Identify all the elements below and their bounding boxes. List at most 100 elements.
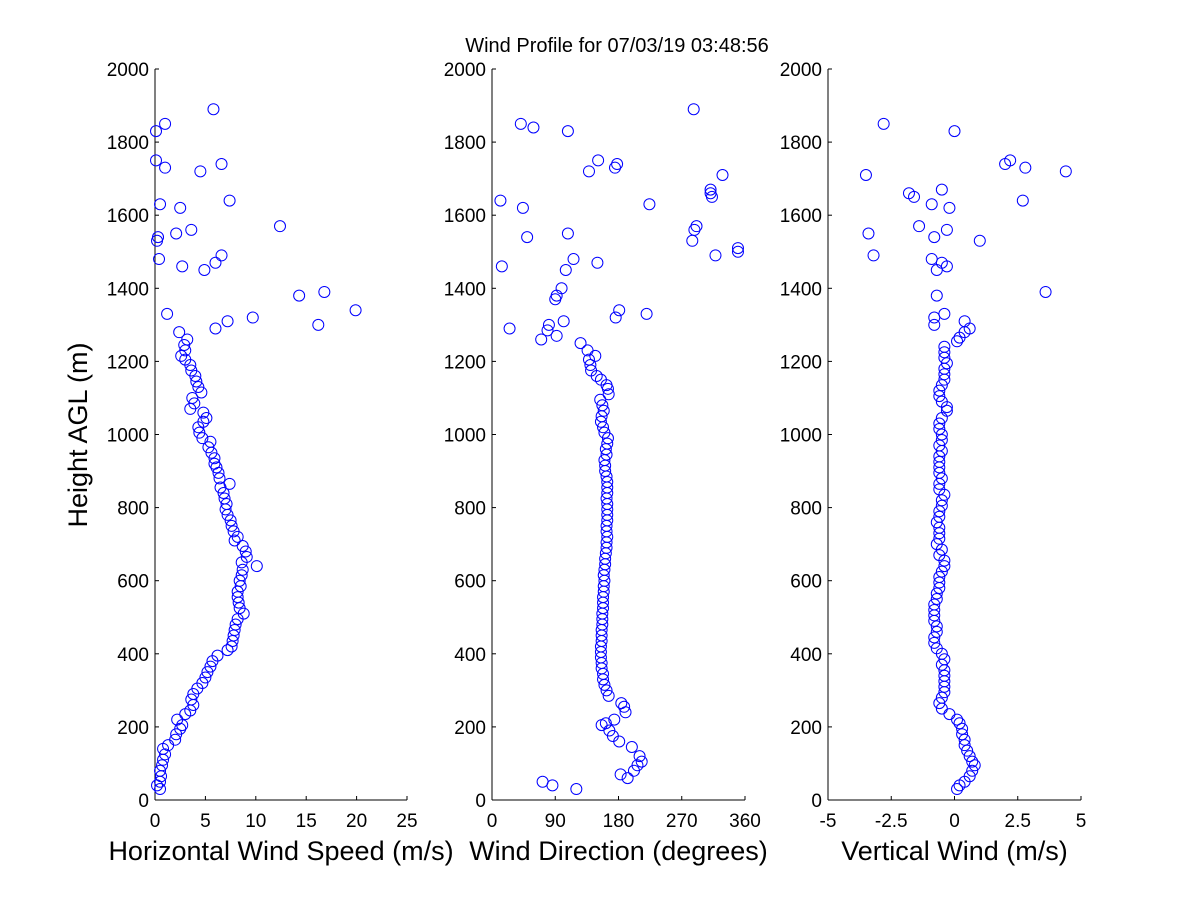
vertical-data-point	[966, 755, 979, 768]
vertical-x-tick-label: -5	[820, 811, 837, 832]
direction-data-point	[613, 304, 626, 317]
horizontal-data-point	[152, 231, 165, 244]
vertical-data-point	[928, 631, 941, 644]
horizontal-data-point	[349, 304, 362, 317]
direction-data-point	[516, 201, 529, 214]
vertical-data-point	[928, 231, 941, 244]
vertical-y-tick-label: 400	[790, 645, 822, 666]
horizontal-data-point	[154, 783, 167, 796]
vertical-data-point	[877, 117, 890, 130]
vertical-data-point	[943, 201, 956, 214]
horizontal-data-point	[217, 486, 230, 499]
vertical-data-point	[1019, 161, 1032, 174]
vertical-data-point	[933, 384, 946, 397]
direction-y-tick-label: 200	[454, 718, 486, 739]
vertical-data-point	[940, 404, 953, 417]
horizontal-y-tick-label: 800	[117, 499, 149, 520]
direction-data-point	[541, 324, 554, 337]
horizontal-data-point	[208, 457, 221, 470]
vertical-data-point	[938, 340, 951, 353]
vertical-x-tick-label: -2.5	[875, 811, 908, 832]
horizontal-x-tick-label: 0	[150, 811, 161, 832]
direction-y-tick-label: 800	[454, 499, 486, 520]
horizontal-y-tick-label: 1800	[107, 133, 149, 154]
vertical-y-tick-label: 600	[790, 572, 822, 593]
vertical-data-point	[938, 669, 951, 682]
vertical-data-point	[935, 494, 948, 507]
horizontal-data-point	[178, 338, 191, 351]
vertical-data-point	[930, 264, 943, 277]
direction-data-point	[521, 231, 534, 244]
direction-data-point	[594, 373, 607, 386]
direction-data-point	[582, 353, 595, 366]
direction-data-point	[602, 388, 615, 401]
horizontal-data-point	[221, 315, 234, 328]
direction-y-tick-label: 1800	[444, 133, 486, 154]
horizontal-data-point	[156, 759, 169, 772]
vertical-y-tick-label: 1400	[780, 279, 822, 300]
vertical-data-point	[951, 335, 964, 348]
horizontal-x-axis-label: Horizontal Wind Speed (m/s)	[108, 836, 453, 866]
horizontal-x-tick-label: 20	[346, 811, 367, 832]
direction-y-tick-label: 600	[454, 572, 486, 593]
direction-data-point	[716, 168, 729, 181]
direction-data-point	[503, 322, 516, 335]
direction-data-point	[633, 750, 646, 763]
horizontal-data-point	[150, 125, 163, 138]
horizontal-data-point	[207, 103, 220, 116]
vertical-data-point	[961, 744, 974, 757]
vertical-y-tick-label: 2000	[780, 60, 822, 81]
horizontal-data-point	[194, 165, 207, 178]
direction-data-point	[557, 315, 570, 328]
horizontal-data-point	[186, 391, 199, 404]
direction-data-point	[591, 256, 604, 269]
horizontal-data-point	[293, 289, 306, 302]
horizontal-data-point	[198, 264, 211, 277]
horizontal-y-tick-label: 1400	[107, 279, 149, 300]
vertical-data-point	[953, 717, 966, 730]
horizontal-data-point	[204, 660, 217, 673]
horizontal-data-point	[209, 322, 222, 335]
vertical-data-point	[933, 390, 946, 403]
vertical-data-point	[930, 587, 943, 600]
vertical-data-point	[935, 395, 948, 408]
vertical-data-point	[935, 433, 948, 446]
vertical-x-tick-label: 5	[1076, 811, 1087, 832]
vertical-data-point	[938, 346, 951, 359]
horizontal-y-tick-label: 400	[117, 645, 149, 666]
vertical-data-point	[958, 739, 971, 752]
horizontal-data-point	[221, 644, 234, 657]
horizontal-x-tick-label: 25	[396, 811, 417, 832]
direction-data-point	[592, 154, 605, 167]
horizontal-data-point	[229, 618, 242, 631]
direction-data-point	[613, 735, 626, 748]
horizontal-data-point	[246, 311, 259, 324]
direction-data-point	[602, 689, 615, 702]
vertical-data-point	[951, 783, 964, 796]
vertical-data-point	[1016, 194, 1029, 207]
vertical-data-point	[938, 368, 951, 381]
direction-data-point	[608, 161, 621, 174]
horizontal-data-point	[208, 452, 221, 465]
direction-data-point	[599, 717, 612, 730]
vertical-data-point	[951, 713, 964, 726]
vertical-data-point	[935, 428, 948, 441]
direction-data-point	[731, 242, 744, 255]
vertical-data-point	[933, 510, 946, 523]
vertical-data-point	[973, 234, 986, 247]
horizontal-data-point	[225, 519, 238, 532]
vertical-data-point	[963, 770, 976, 783]
vertical-data-point	[958, 315, 971, 328]
horizontal-y-tick-label: 0	[138, 791, 149, 812]
horizontal-x-tick-label: 10	[245, 811, 266, 832]
horizontal-data-point	[312, 318, 325, 331]
vertical-data-point	[933, 423, 946, 436]
horizontal-data-point	[192, 380, 205, 393]
direction-data-point	[690, 220, 703, 233]
vertical-data-point	[928, 603, 941, 616]
horizontal-data-point	[159, 161, 172, 174]
direction-data-point	[589, 349, 602, 362]
vertical-data-point	[930, 289, 943, 302]
direction-data-point	[514, 117, 527, 130]
